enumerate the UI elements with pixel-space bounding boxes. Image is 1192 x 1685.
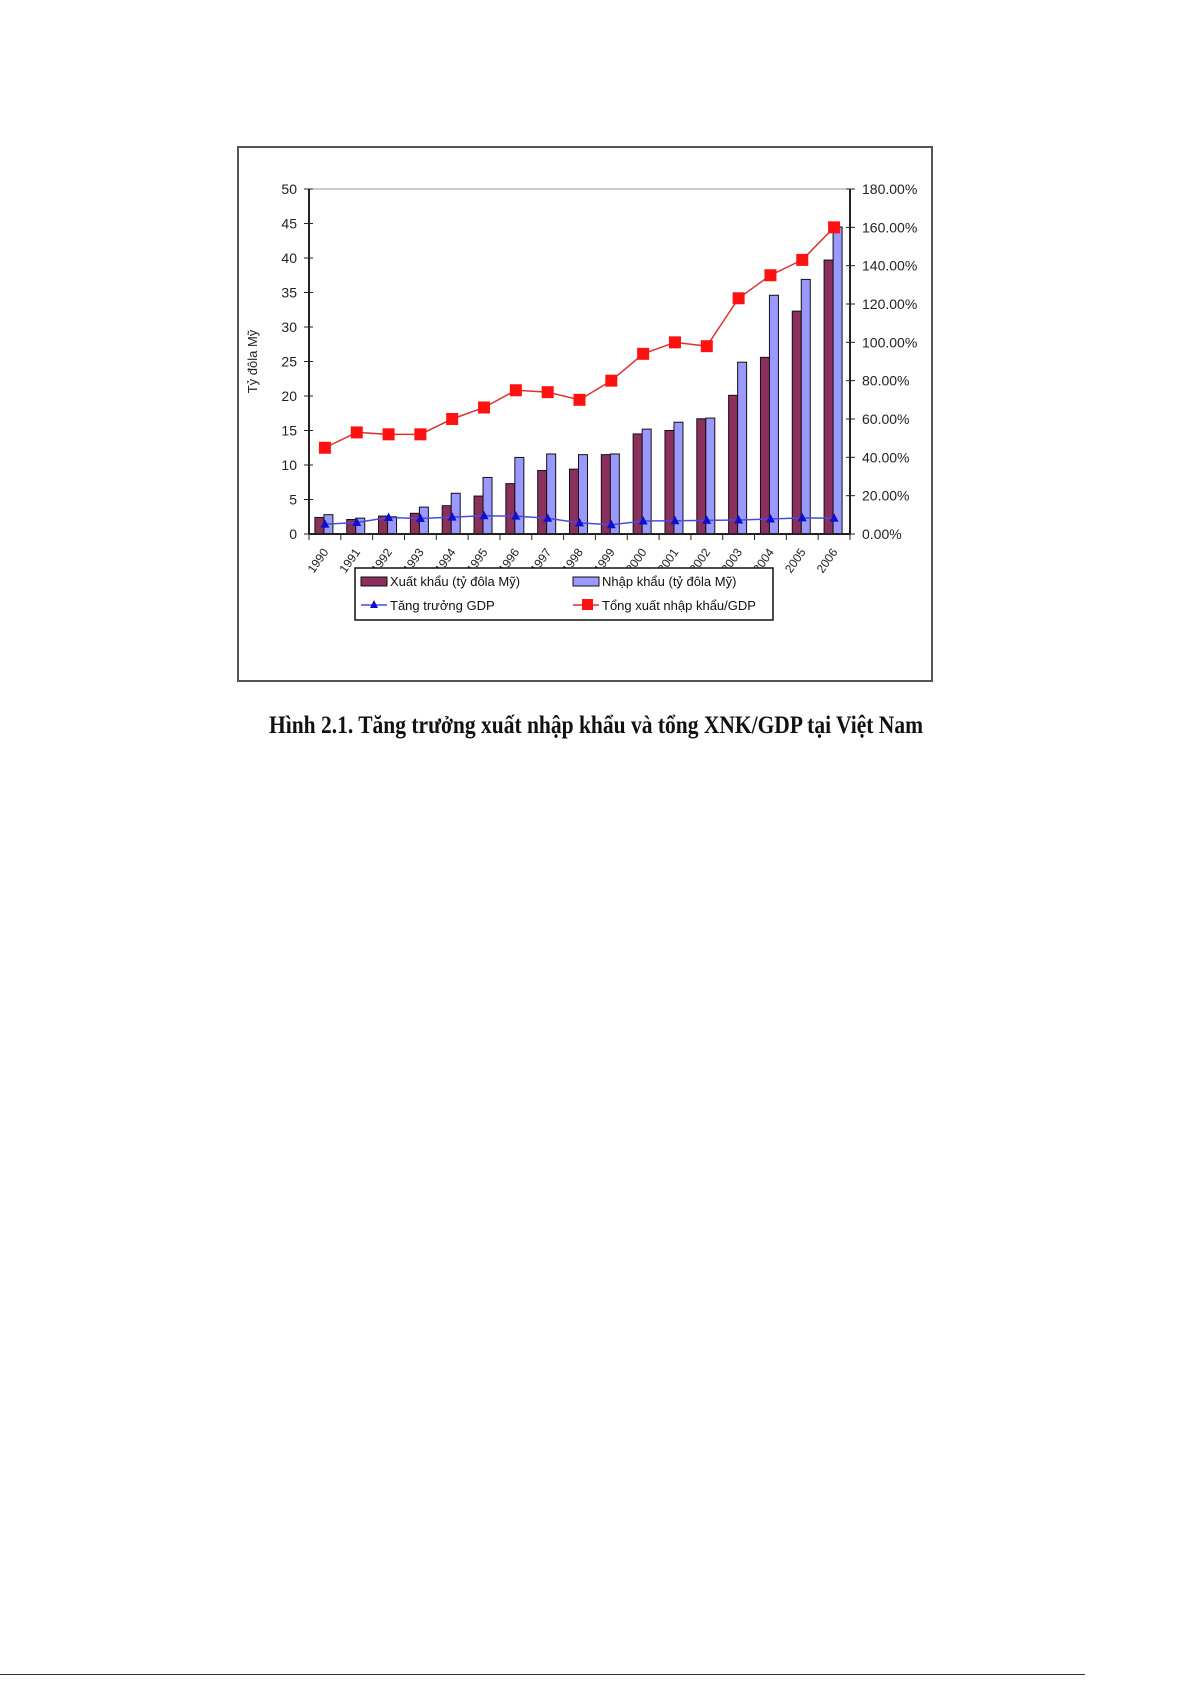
- import-bar: [768, 294, 779, 535]
- right-tick-label: 40.00%: [862, 449, 909, 465]
- gdp-growth-marker: [797, 512, 807, 522]
- trade-gdp-marker: [350, 426, 363, 439]
- chart-frame: 0 5 10 15 20 25 30 35 40 45 50 0.00% 20.00% 40.00% 60.…: [237, 146, 933, 682]
- gdp-growth-marker: [415, 513, 425, 522]
- legend-marker: [370, 600, 378, 608]
- left-tick-label: 35: [281, 285, 297, 301]
- figure-caption: Hình 2.1. Tăng trưởng xuất nhập khẩu và …: [268, 712, 924, 739]
- legend-label: Tổng xuất nhập khẩu/GDP: [602, 598, 756, 613]
- right-tick-label: 60.00%: [862, 411, 909, 427]
- right-tick-label: 140.00%: [862, 258, 917, 274]
- gdp-growth-marker: [734, 515, 744, 524]
- left-tick-label: 10: [281, 457, 297, 473]
- legend-label: Tăng trưởng GDP: [390, 598, 495, 613]
- import-bar: [800, 278, 811, 535]
- gdp-growth-marker: [829, 513, 839, 522]
- left-tick-label: 0: [289, 526, 297, 542]
- trade-gdp-marker: [414, 428, 427, 441]
- gdp-growth-marker: [384, 512, 394, 522]
- right-tick-label: 120.00%: [862, 296, 917, 312]
- right-tick-label: 180.00%: [862, 181, 917, 197]
- import-bar: [832, 226, 843, 535]
- legend-swatch: [360, 576, 388, 587]
- right-tick-label: 80.00%: [862, 373, 909, 389]
- left-tick-label: 5: [289, 492, 297, 508]
- export-bar: [505, 483, 516, 535]
- left-tick-label: 15: [281, 423, 297, 439]
- gdp-growth-marker: [702, 515, 712, 524]
- import-bar: [482, 476, 493, 535]
- trade-gdp-marker: [541, 386, 554, 399]
- right-tick-label: 0.00%: [862, 526, 902, 542]
- gdp-growth-marker: [511, 511, 521, 520]
- export-bar: [823, 259, 834, 535]
- gdp-growth-marker: [479, 510, 489, 520]
- chart: 0 5 10 15 20 25 30 35 40 45 50 0.00% 20.00% 40.00% 60.…: [245, 181, 917, 621]
- left-tick-label: 30: [281, 319, 297, 335]
- export-bar: [600, 454, 611, 535]
- trade-gdp-marker: [700, 340, 713, 353]
- right-tick-label: 160.00%: [862, 219, 917, 235]
- left-tick-label: 45: [281, 216, 297, 232]
- left-tick-label: 20: [281, 388, 297, 404]
- legend-label: Nhập khẩu (tỷ đôla Mỹ): [602, 574, 736, 589]
- legend-swatch: [572, 576, 600, 587]
- x-tick-label: 2005: [782, 545, 809, 575]
- export-bar: [728, 394, 739, 535]
- import-bar: [737, 361, 748, 535]
- export-bar: [537, 470, 548, 535]
- gdp-growth-marker: [447, 512, 457, 521]
- trade-gdp-marker: [732, 292, 745, 305]
- left-tick-label: 25: [281, 354, 297, 370]
- export-bar: [759, 356, 770, 535]
- trade-gdp-marker: [318, 441, 331, 454]
- import-bar: [514, 456, 525, 535]
- trade-gdp-marker: [573, 393, 586, 406]
- trade-gdp-line: [324, 226, 835, 449]
- trade-gdp-marker: [478, 401, 491, 414]
- x-tick-label: 2006: [814, 545, 841, 575]
- legend-label: Xuất khẩu (tỷ đôla Mỹ): [390, 574, 520, 589]
- gdp-growth-marker: [670, 515, 680, 525]
- gdp-growth-marker: [352, 517, 362, 526]
- gdp-growth-marker: [320, 519, 330, 528]
- import-bar: [546, 453, 557, 535]
- right-tick-label: 20.00%: [862, 488, 909, 504]
- trade-gdp-marker: [605, 374, 618, 387]
- export-bar: [696, 418, 707, 535]
- trade-gdp-marker: [446, 413, 459, 425]
- trade-gdp-marker: [828, 221, 841, 234]
- export-bar: [791, 310, 802, 535]
- x-tick-label: 1990: [305, 545, 332, 575]
- legend-box: [354, 567, 774, 621]
- left-tick-label: 40: [281, 250, 297, 266]
- export-bar: [346, 519, 357, 535]
- gdp-growth-marker: [606, 519, 616, 529]
- trade-gdp-marker: [764, 269, 777, 282]
- gdp-growth-marker: [765, 514, 775, 523]
- export-bar: [473, 495, 484, 535]
- export-bar: [664, 430, 675, 535]
- gdp-growth-marker: [575, 517, 584, 527]
- left-tick-label: 50: [281, 181, 297, 197]
- trade-gdp-marker: [796, 253, 809, 266]
- export-bar: [409, 512, 420, 535]
- legend-marker: [582, 599, 593, 610]
- y-axis-title: Tỷ đôla Mỹ: [245, 329, 260, 393]
- trade-gdp-marker: [637, 347, 650, 360]
- export-bar: [632, 433, 643, 535]
- right-tick-label: 100.00%: [862, 334, 917, 350]
- footer-divider: [0, 1674, 1085, 1675]
- gdp-growth-marker: [543, 513, 553, 522]
- trade-gdp-marker: [382, 428, 395, 441]
- trade-gdp-marker: [509, 384, 522, 397]
- gdp-growth-marker: [638, 515, 648, 525]
- trade-gdp-marker: [668, 336, 681, 349]
